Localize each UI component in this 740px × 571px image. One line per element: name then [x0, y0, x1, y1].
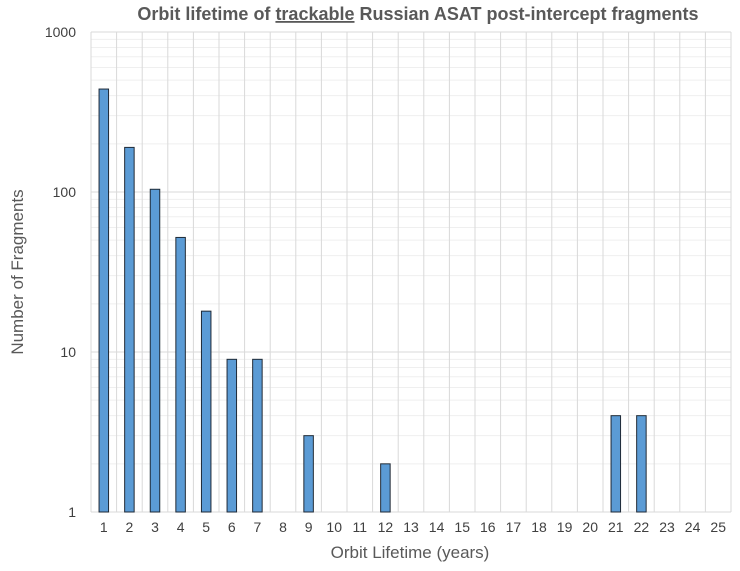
bar-5: [200, 310, 212, 513]
bar-12: [380, 463, 391, 513]
x-tick-label: 25: [710, 519, 726, 535]
x-tick-label: 3: [151, 519, 159, 535]
grid: [90, 31, 732, 513]
y-tick-label: 1: [68, 504, 76, 520]
x-axis-ticks: 1 2 3 4 5 6 7 8 9 10 11 12 13 14 15 16 17 18 19 20 21 22 23 24 2…: [100, 519, 726, 535]
x-tick-label: 9: [305, 519, 313, 535]
x-tick-label: 19: [557, 519, 573, 535]
bar-2: [124, 146, 135, 513]
x-tick-label: 23: [659, 519, 675, 535]
x-tick-label: 22: [634, 519, 650, 535]
bar-21: [610, 415, 622, 513]
x-axis-label: Orbit Lifetime (years): [331, 543, 490, 562]
x-tick-label: 1: [100, 519, 108, 535]
y-tick-label: 1000: [45, 24, 76, 40]
y-tick-label: 100: [53, 184, 77, 200]
bar-22: [636, 415, 647, 513]
bar-6: [226, 358, 238, 513]
bar-9: [303, 435, 314, 513]
x-tick-label: 17: [506, 519, 522, 535]
x-tick-label: 18: [531, 519, 547, 535]
x-tick-label: 16: [480, 519, 496, 535]
x-tick-label: 20: [582, 519, 598, 535]
x-tick-label: 21: [608, 519, 624, 535]
bars: [98, 88, 647, 513]
bar-3: [149, 188, 161, 513]
x-tick-label: 2: [126, 519, 134, 535]
x-tick-label: 24: [685, 519, 701, 535]
x-tick-label: 13: [403, 519, 419, 535]
bar-1: [98, 88, 110, 513]
chart-title-part-2: Russian ASAT post-intercept fragments: [355, 4, 699, 24]
bar-4: [175, 236, 186, 513]
y-axis-ticks: 1 10 100 1000: [45, 24, 76, 520]
x-tick-label: 11: [353, 519, 368, 535]
bar-7: [252, 358, 263, 513]
y-tick-label: 10: [60, 344, 76, 360]
x-tick-label: 7: [254, 519, 262, 535]
chart-title-emphasis: trackable: [275, 4, 354, 24]
x-tick-label: 14: [429, 519, 445, 535]
x-tick-label: 5: [202, 519, 210, 535]
chart-title-part-1: Orbit lifetime of: [137, 4, 275, 24]
x-tick-label: 15: [454, 519, 470, 535]
x-tick-label: 4: [177, 519, 185, 535]
x-tick-label: 6: [228, 519, 236, 535]
x-tick-label: 10: [326, 519, 342, 535]
x-tick-label: 12: [378, 519, 394, 535]
chart-title: Orbit lifetime of trackable Russian ASAT…: [137, 4, 698, 24]
y-axis-label: Number of Fragments: [8, 189, 27, 354]
x-tick-label: 8: [279, 519, 287, 535]
